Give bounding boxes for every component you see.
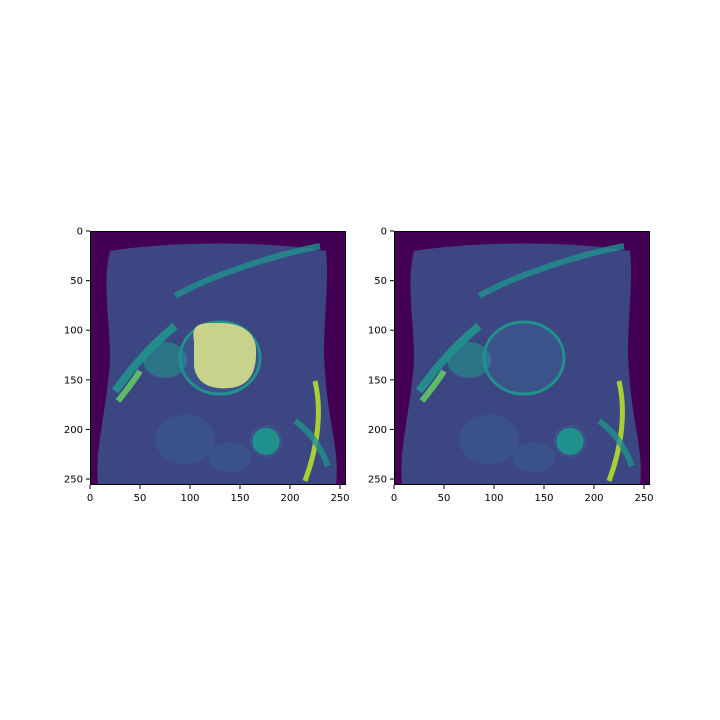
y-tick-label: 50 (70, 276, 83, 287)
y-tick-label: 0 (77, 227, 83, 238)
x-tick: 200 (584, 485, 604, 504)
axes-frame (90, 231, 346, 485)
right-wall-mid (597, 418, 635, 468)
chest-wall-bright (419, 369, 447, 403)
x-tick: 50 (134, 485, 147, 504)
mri-panel-original: 0 50 100 150 200 250 0 50 100 150 200 250 (368, 227, 654, 505)
y-tick-label: 150 (368, 375, 387, 386)
upper-wall-band (477, 243, 625, 299)
y-tick: 0 (381, 227, 394, 238)
x-tick-label: 150 (230, 493, 249, 504)
chest-wall-left (111, 322, 178, 394)
x-tick-label: 50 (134, 493, 147, 504)
heart-region (482, 320, 566, 396)
x-tick-label: 50 (438, 493, 451, 504)
lower-structure-mid (208, 442, 252, 473)
x-tick: 100 (484, 485, 504, 504)
y-tick-label: 100 (64, 326, 83, 337)
lower-structure-left (155, 414, 215, 465)
x-tick-label: 150 (534, 493, 553, 504)
chest-wall-left (415, 322, 482, 394)
y-tick-label: 250 (64, 475, 83, 486)
lower-structure-mid (512, 442, 556, 473)
x-tick: 0 (391, 485, 397, 504)
y-tick: 200 (368, 425, 394, 436)
aorta (553, 424, 587, 458)
right-wall-bright (302, 380, 321, 482)
x-tick-label: 250 (330, 493, 349, 504)
x-tick-label: 200 (280, 493, 299, 504)
axes-frame (394, 231, 650, 485)
y-tick: 150 (64, 375, 90, 386)
aorta (249, 424, 283, 458)
chest-wall-bright (115, 369, 143, 403)
mri-image-with-mask: 0 50 100 150 200 250 0 50 100 150 200 250 (64, 227, 350, 505)
x-tick-label: 100 (484, 493, 503, 504)
right-ventricle (143, 341, 187, 378)
x-tick: 250 (634, 485, 654, 504)
y-tick: 250 (368, 475, 394, 486)
y-tick-label: 100 (368, 326, 387, 337)
x-tick-label: 250 (634, 493, 653, 504)
y-tick-label: 200 (368, 425, 387, 436)
x-tick: 0 (87, 485, 93, 504)
segmentation-mask (193, 322, 257, 389)
y-tick: 150 (368, 375, 394, 386)
y-tick: 50 (70, 276, 90, 287)
x-tick: 250 (330, 485, 350, 504)
x-tick-label: 0 (391, 493, 397, 504)
right-ventricle (447, 341, 491, 378)
side-band-right (325, 271, 346, 461)
x-tick: 150 (534, 485, 554, 504)
x-tick: 100 (180, 485, 200, 504)
y-tick-label: 0 (381, 227, 387, 238)
x-tick-label: 200 (584, 493, 603, 504)
y-tick-label: 50 (374, 276, 387, 287)
y-tick: 0 (77, 227, 90, 238)
upper-wall-band (173, 243, 321, 299)
x-tick-label: 0 (87, 493, 93, 504)
x-tick: 150 (230, 485, 250, 504)
side-band-left (394, 271, 413, 441)
lower-structure-left (459, 414, 519, 465)
mri-image: 0 50 100 150 200 250 0 50 100 150 200 250 (368, 227, 654, 505)
y-tick: 200 (64, 425, 90, 436)
y-tick-label: 250 (368, 475, 387, 486)
y-tick-label: 200 (64, 425, 83, 436)
y-tick: 250 (64, 475, 90, 486)
y-tick: 50 (374, 276, 394, 287)
mri-panel-with-segmentation: 0 50 100 150 200 250 0 50 100 150 200 250 (64, 227, 350, 505)
right-wall-mid (293, 418, 331, 468)
y-tick: 100 (64, 326, 90, 337)
x-tick: 50 (438, 485, 451, 504)
right-wall-bright (606, 380, 625, 482)
y-tick-label: 150 (64, 375, 83, 386)
x-tick: 200 (280, 485, 300, 504)
side-band-right (629, 271, 650, 461)
x-tick-label: 100 (180, 493, 199, 504)
side-band-left (90, 271, 109, 441)
y-tick: 100 (368, 326, 394, 337)
